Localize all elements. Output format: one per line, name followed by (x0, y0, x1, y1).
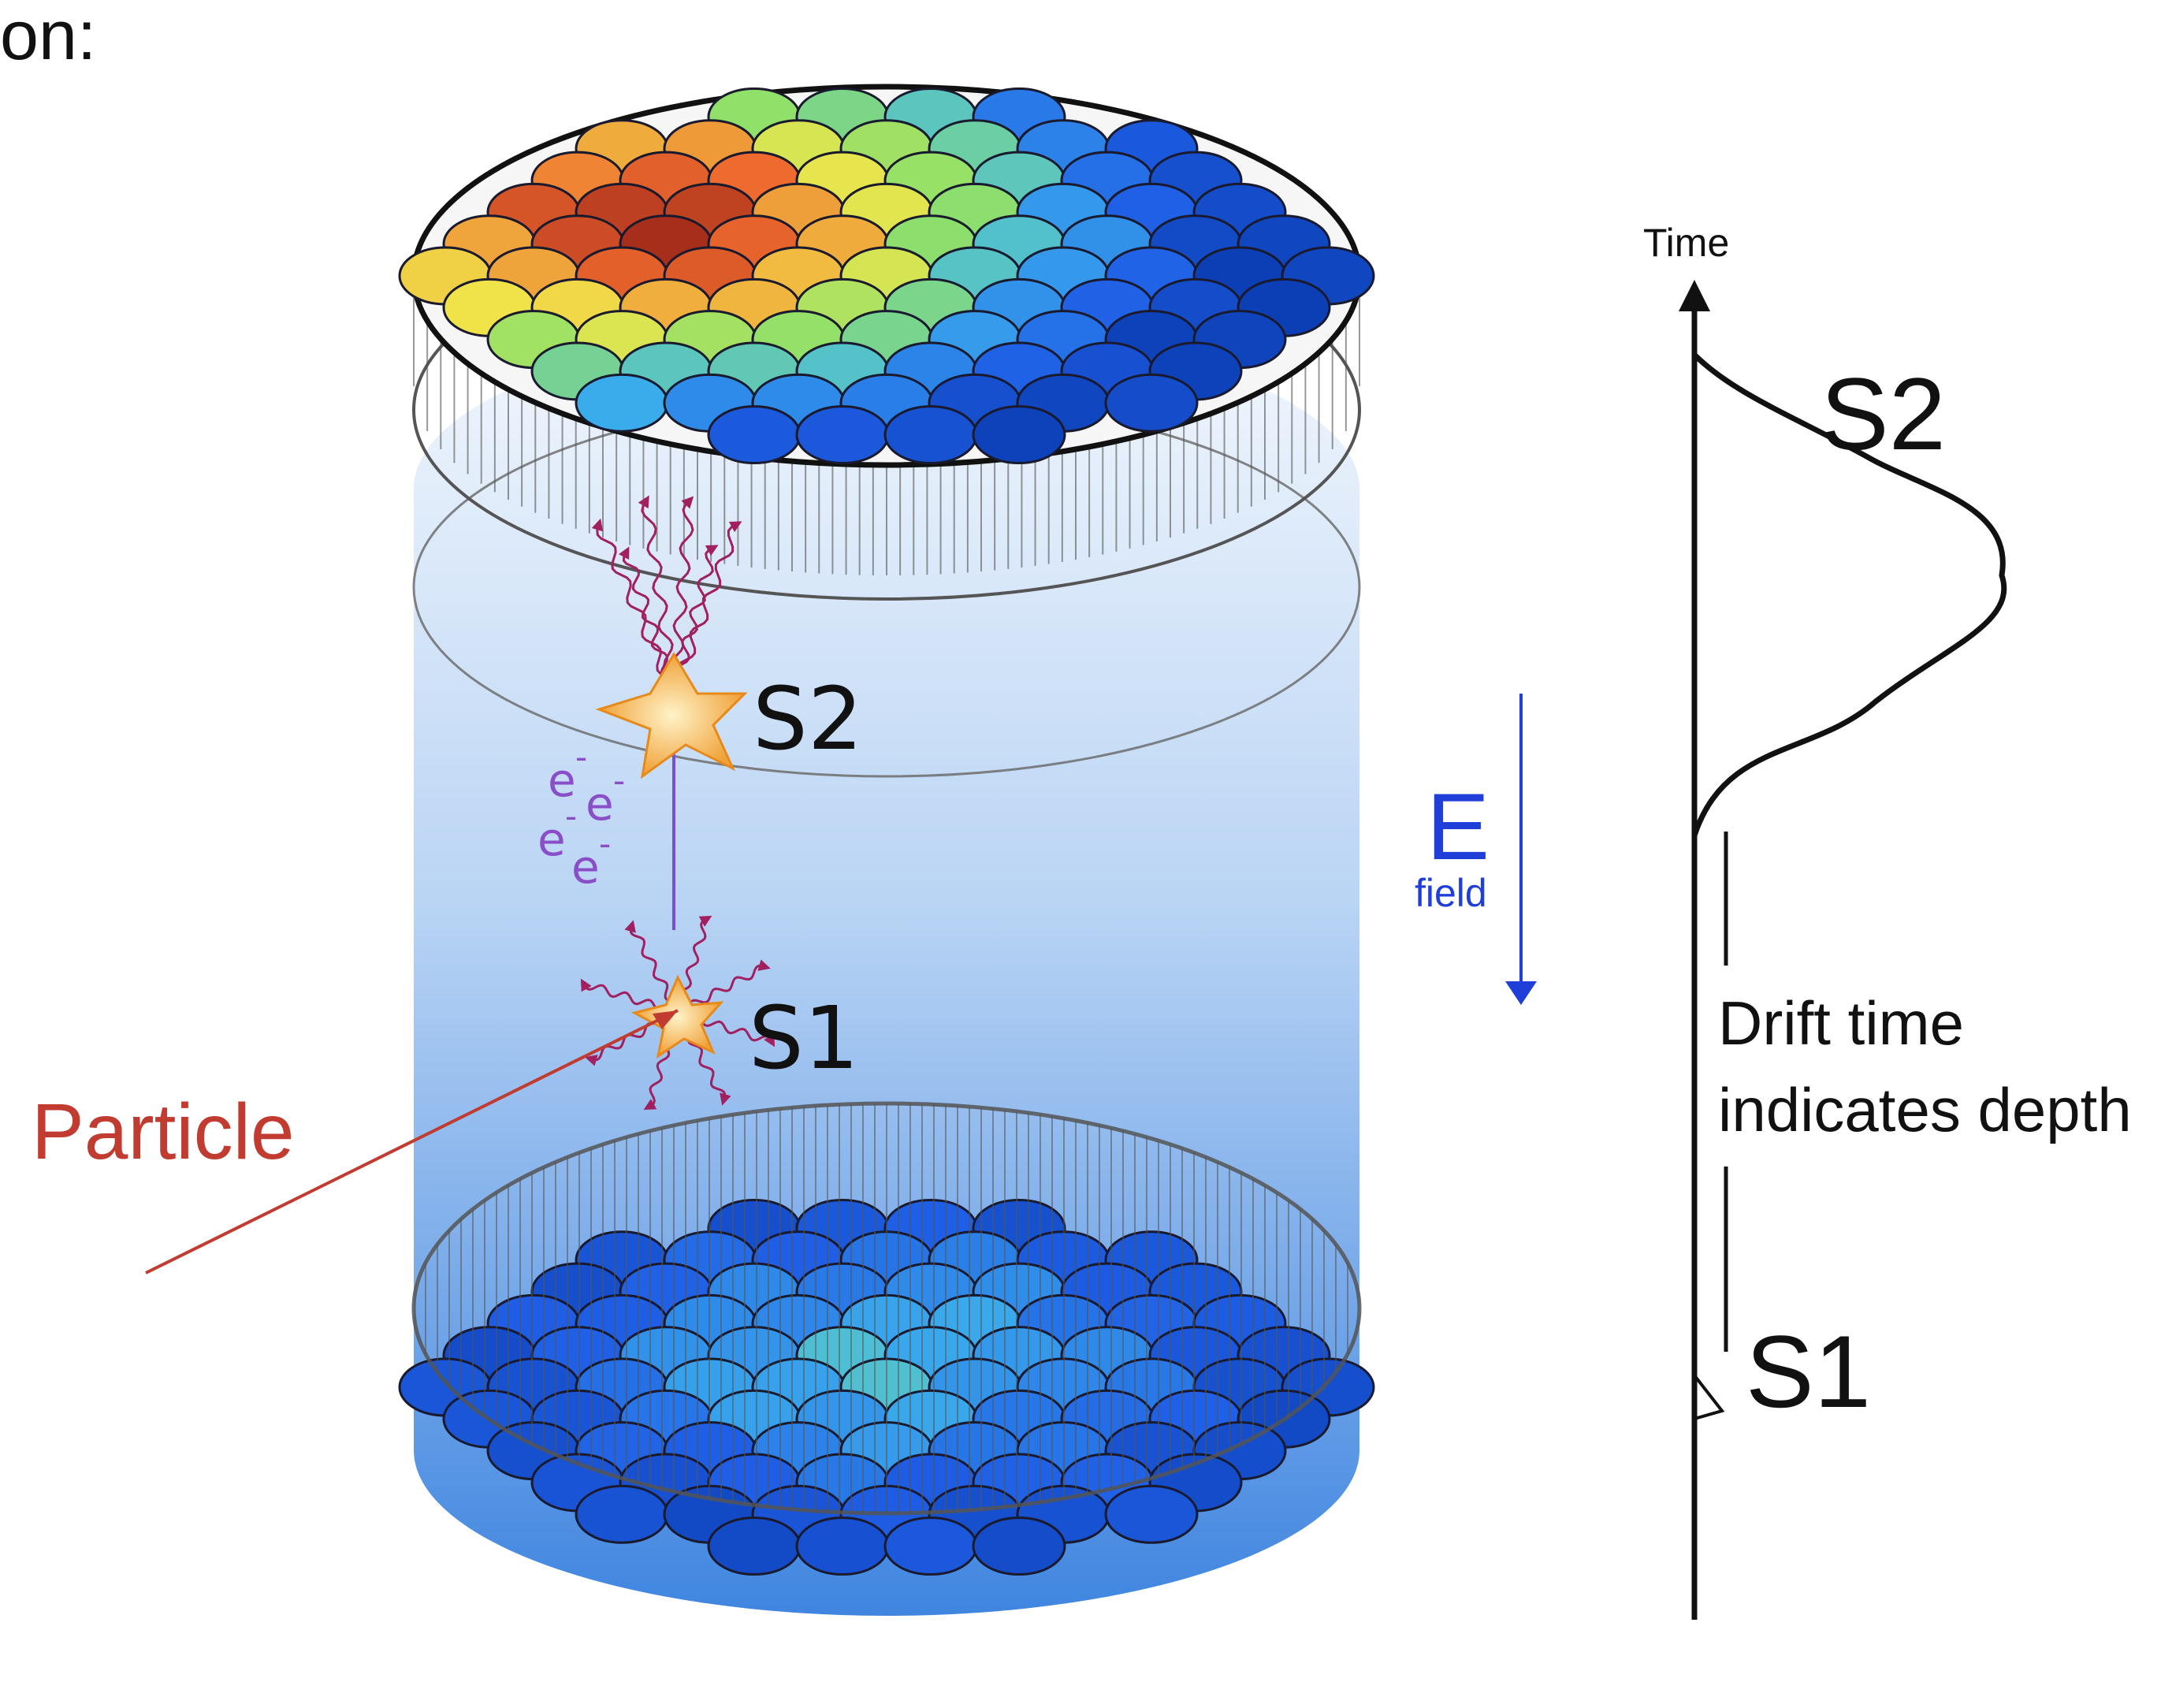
s2-pulse (1691, 352, 2007, 837)
waveform-s2-label: S2 (1821, 356, 1946, 471)
heading-fragment: on: (0, 0, 96, 74)
pmt (707, 1516, 801, 1576)
pmt (883, 405, 978, 465)
svg-text:-: - (599, 824, 611, 863)
svg-text:e: e (537, 813, 566, 866)
s1-spark (630, 974, 724, 1059)
svg-text:e: e (571, 840, 600, 894)
pmt (575, 373, 669, 433)
particle-track (145, 1009, 679, 1274)
pmt (707, 405, 801, 465)
drift-caption-line2: indicates depth (1718, 1075, 2132, 1144)
pmt (575, 1484, 669, 1544)
pmt (972, 1516, 1066, 1576)
pmt (795, 405, 890, 465)
efield-symbol: E (1426, 774, 1490, 880)
s2-spark (595, 652, 748, 780)
s2-label: S2 (753, 668, 863, 769)
pmt (795, 1516, 890, 1576)
svg-text:e: e (586, 777, 614, 831)
electrons-label: e - e - e - e - (537, 738, 625, 894)
drift-caption-line1: Drift time (1718, 988, 1964, 1058)
waveform-s1-label: S1 (1746, 1314, 1871, 1429)
efield-sublabel: field (1415, 871, 1487, 915)
s1-pulse (1693, 1374, 1725, 1420)
svg-text:-: - (613, 761, 625, 800)
pmt (1104, 1484, 1199, 1544)
svg-text:e: e (548, 754, 576, 807)
pmt (972, 405, 1066, 465)
svg-text:-: - (565, 797, 577, 835)
time-axis-label: Time (1643, 221, 1729, 265)
particle-label: Particle (32, 1088, 294, 1176)
pmt (883, 1516, 978, 1576)
particle-arrowhead (653, 1010, 678, 1029)
top-pmt-array (398, 84, 1375, 601)
efield-indicator: E field (1415, 694, 1537, 1005)
time-axis-arrowhead (1679, 280, 1710, 311)
bottom-pmt-array (398, 1101, 1375, 1576)
svg-text:-: - (575, 738, 587, 776)
waveform-panel: Time S2 S1 Drift time indicates depth (1643, 221, 2132, 1620)
pmt (1104, 373, 1199, 433)
s1-label: S1 (749, 988, 859, 1088)
